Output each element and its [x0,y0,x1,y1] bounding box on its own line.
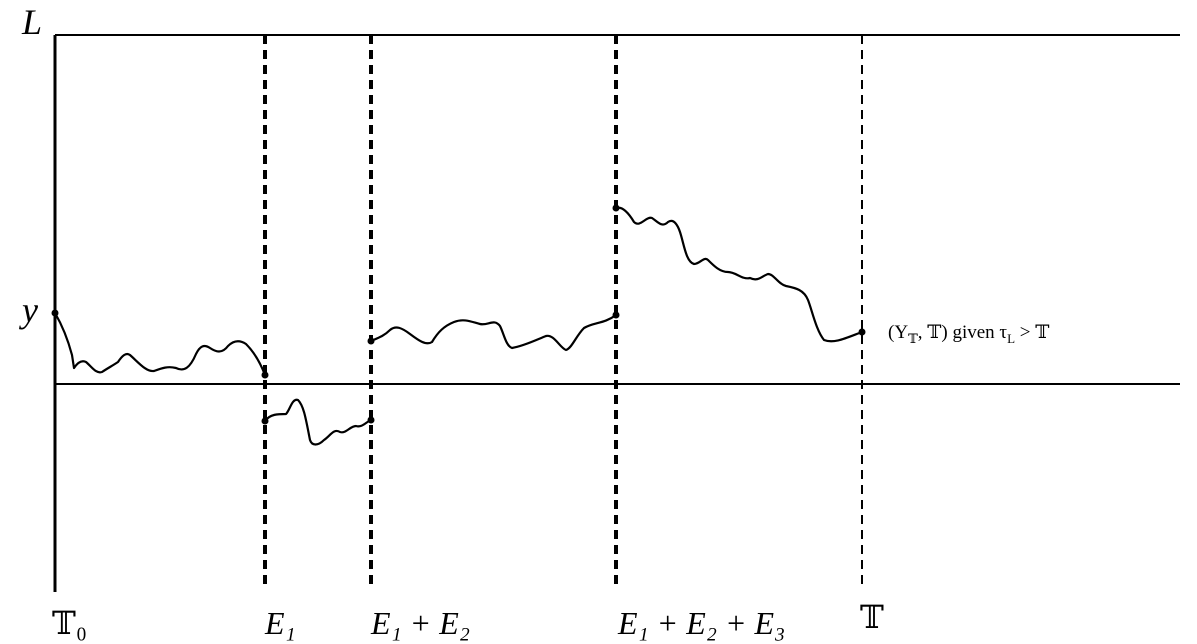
x-label: 𝕋₀ [52,605,87,641]
barrier-label: L [21,2,42,42]
point [612,311,620,319]
epoch-lines [263,35,863,590]
path-segment [370,314,617,352]
x-label: E₁ + E₂ [370,605,470,641]
x-label: E₁ [264,605,296,641]
annotation-subscript: L [1007,331,1015,346]
start-label: y [19,290,38,330]
x-label: 𝕋 [860,599,884,635]
annotation-subscript: 𝕋 [908,331,918,346]
point [261,371,269,379]
annotation-text: , 𝕋) given τ [918,322,1008,343]
point [858,328,866,336]
path-segment [54,312,267,376]
point [51,309,59,317]
annotation: (Y𝕋, 𝕋) given τL > 𝕋 [888,322,1049,346]
point [261,417,269,425]
annotation-text: > 𝕋 [1015,322,1049,343]
point [612,204,620,212]
x-label: E₁ + E₂ + E₃ [617,605,785,641]
point [367,337,375,345]
path-segment [615,206,863,343]
path-points [51,204,866,425]
point [367,416,375,424]
path-segment [264,398,372,446]
annotation-text: (Y [888,322,908,343]
